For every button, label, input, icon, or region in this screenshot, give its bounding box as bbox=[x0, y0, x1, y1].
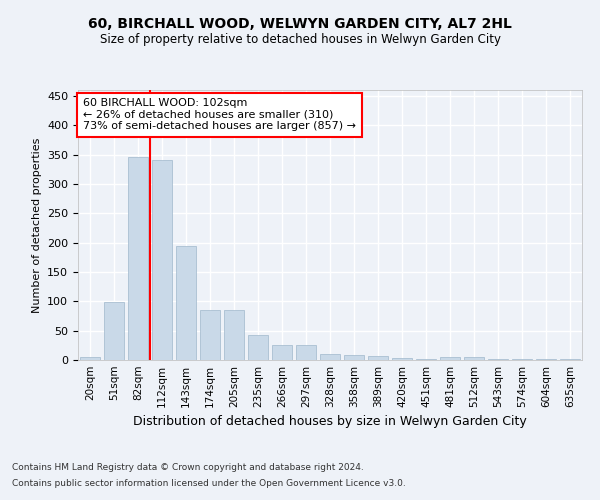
Bar bbox=[560, 359, 580, 360]
Bar bbox=[104, 302, 124, 360]
Bar bbox=[512, 359, 532, 360]
Text: 60 BIRCHALL WOOD: 102sqm
← 26% of detached houses are smaller (310)
73% of semi-: 60 BIRCHALL WOOD: 102sqm ← 26% of detach… bbox=[83, 98, 356, 132]
Text: 60, BIRCHALL WOOD, WELWYN GARDEN CITY, AL7 2HL: 60, BIRCHALL WOOD, WELWYN GARDEN CITY, A… bbox=[88, 18, 512, 32]
Bar bbox=[224, 310, 244, 360]
Bar bbox=[272, 344, 292, 360]
Bar bbox=[200, 310, 220, 360]
Bar bbox=[416, 359, 436, 360]
X-axis label: Distribution of detached houses by size in Welwyn Garden City: Distribution of detached houses by size … bbox=[133, 416, 527, 428]
Bar bbox=[320, 354, 340, 360]
Text: Contains public sector information licensed under the Open Government Licence v3: Contains public sector information licen… bbox=[12, 478, 406, 488]
Bar bbox=[152, 160, 172, 360]
Text: Size of property relative to detached houses in Welwyn Garden City: Size of property relative to detached ho… bbox=[100, 32, 500, 46]
Bar bbox=[344, 356, 364, 360]
Bar bbox=[440, 357, 460, 360]
Bar bbox=[248, 335, 268, 360]
Y-axis label: Number of detached properties: Number of detached properties bbox=[32, 138, 41, 312]
Bar bbox=[80, 357, 100, 360]
Bar bbox=[176, 246, 196, 360]
Bar bbox=[296, 346, 316, 360]
Bar bbox=[368, 356, 388, 360]
Bar bbox=[464, 357, 484, 360]
Bar bbox=[128, 158, 148, 360]
Bar bbox=[392, 358, 412, 360]
Text: Contains HM Land Registry data © Crown copyright and database right 2024.: Contains HM Land Registry data © Crown c… bbox=[12, 464, 364, 472]
